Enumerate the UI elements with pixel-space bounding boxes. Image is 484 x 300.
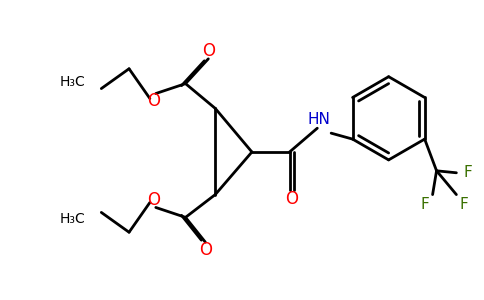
Text: O: O <box>202 42 215 60</box>
Text: O: O <box>147 190 160 208</box>
Text: O: O <box>285 190 298 208</box>
Text: HN: HN <box>308 112 331 127</box>
Text: O: O <box>199 241 212 259</box>
Text: H₃C: H₃C <box>60 75 86 88</box>
Text: F: F <box>464 165 473 180</box>
Text: F: F <box>420 197 429 212</box>
Text: O: O <box>147 92 160 110</box>
Text: F: F <box>460 197 469 212</box>
Text: H₃C: H₃C <box>60 212 86 226</box>
